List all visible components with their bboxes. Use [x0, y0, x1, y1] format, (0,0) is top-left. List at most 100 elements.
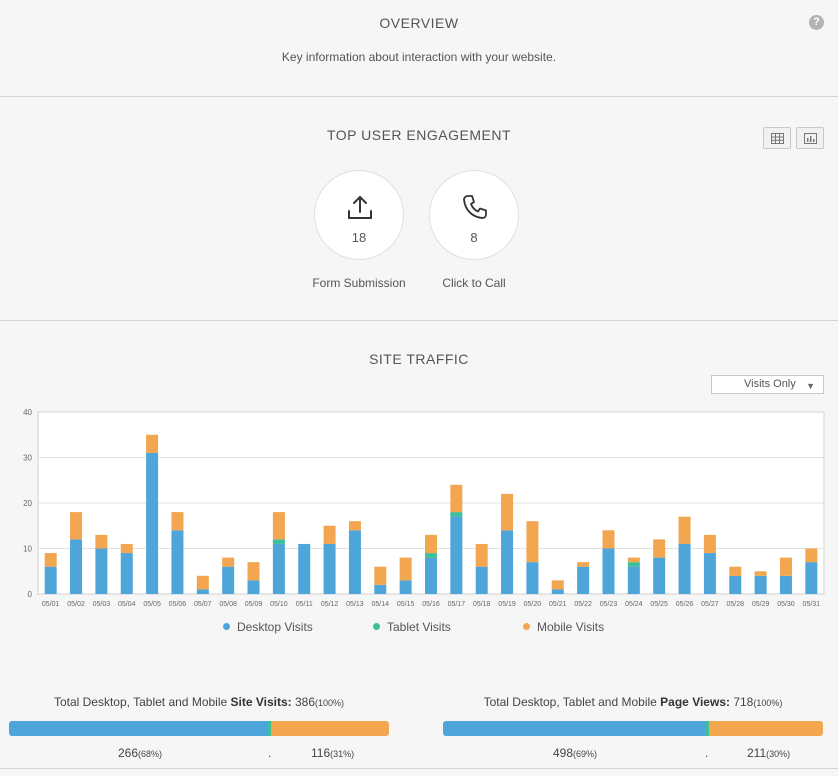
site-visits-mobile-pct: (31%): [330, 749, 355, 759]
x-tick-label: 05/24: [625, 601, 643, 608]
x-tick-label: 05/01: [42, 601, 60, 608]
x-tick-label: 05/13: [346, 601, 364, 608]
page-views-tablet-segment[interactable]: [705, 721, 709, 736]
bar-mobile: [729, 566, 742, 576]
help-icon[interactable]: ?: [809, 15, 824, 30]
form-submission-card[interactable]: 18: [314, 170, 404, 260]
bar-mobile: [450, 484, 463, 513]
bar-desktop: [703, 553, 716, 594]
site-visits-mobile-segment[interactable]: [271, 721, 389, 736]
page-views-desktop-segment[interactable]: [443, 721, 706, 736]
page-views-desktop-pct: (69%): [573, 749, 598, 759]
visits-select[interactable]: Visits Only ▼: [711, 375, 824, 394]
x-tick-label: 05/22: [574, 601, 592, 608]
legend-desktop-label: Desktop Visits: [237, 620, 313, 634]
site-visits-value: 386: [291, 695, 316, 709]
bar-mobile: [805, 548, 818, 563]
overview-subtitle: Key information about interaction with y…: [281, 50, 557, 64]
engagement-title: TOP USER ENGAGEMENT: [326, 127, 511, 143]
site-visits-mobile-value: 116: [311, 746, 331, 760]
bar-desktop: [754, 575, 767, 594]
chart-view-button[interactable]: [796, 127, 824, 149]
site-visits-desktop-label: 266(68%): [118, 746, 162, 760]
bar-desktop: [450, 516, 463, 594]
x-tick-label: 05/19: [498, 601, 516, 608]
x-tick-label: 05/28: [726, 601, 744, 608]
page-views-tablet-label: .: [705, 746, 709, 760]
page-views-mobile-pct: (30%): [766, 749, 791, 759]
page-views-mobile-segment[interactable]: [708, 721, 823, 736]
x-tick-label: 05/12: [321, 601, 339, 608]
x-tick-label: 05/30: [777, 601, 795, 608]
x-tick-label: 05/04: [118, 601, 136, 608]
form-submission-count: 18: [351, 230, 367, 245]
legend-dot-mobile: [523, 623, 530, 630]
x-tick-label: 05/06: [169, 601, 187, 608]
section-divider: [0, 320, 838, 321]
page-views-pct: (100%): [753, 698, 783, 708]
x-tick-label: 05/25: [650, 601, 668, 608]
page-views-bar: [443, 721, 823, 736]
phone-icon: [463, 195, 487, 219]
site-visits-desktop-segment[interactable]: [9, 721, 268, 736]
click-to-call-count: 8: [470, 230, 478, 245]
traffic-title: SITE TRAFFIC: [369, 351, 469, 367]
bar-desktop: [501, 530, 514, 594]
bar-mobile: [653, 539, 666, 558]
bar-mobile: [779, 557, 792, 576]
site-visits-bar: [9, 721, 389, 736]
click-to-call-card[interactable]: 8: [429, 170, 519, 260]
site-visits-desktop-pct: (68%): [138, 749, 163, 759]
table-view-icon: [771, 133, 784, 144]
page-views-mobile-value: 211: [747, 746, 767, 760]
page-views-total-title: Total Desktop, Tablet and Mobile Page Vi…: [443, 695, 823, 709]
upload-icon: [348, 196, 372, 219]
click-to-call-label: Click to Call: [442, 276, 506, 290]
page-views-mobile-label: 211(30%): [747, 746, 790, 760]
bar-desktop: [653, 557, 666, 594]
site-visits-total-title: Total Desktop, Tablet and Mobile Site Vi…: [9, 695, 389, 709]
page-views-bold-label: Page Views:: [660, 695, 730, 709]
bar-tablet: [425, 553, 437, 558]
bar-desktop: [348, 530, 361, 594]
x-tick-label: 05/03: [93, 601, 111, 608]
bar-desktop: [805, 562, 818, 594]
bar-mobile: [120, 543, 133, 554]
x-tick-label: 05/29: [752, 601, 770, 608]
page-views-desktop-label: 498(69%): [553, 746, 597, 760]
bar-desktop: [272, 543, 285, 594]
bar-mobile: [196, 575, 209, 590]
y-tick-label: 20: [23, 499, 32, 508]
bar-desktop: [323, 543, 336, 594]
legend-desktop[interactable]: Desktop Visits: [223, 620, 313, 634]
bar-desktop: [425, 557, 437, 594]
bar-desktop: [70, 539, 83, 594]
bar-mobile: [348, 521, 361, 531]
bar-desktop: [95, 548, 108, 594]
table-view-button[interactable]: [763, 127, 791, 149]
x-tick-label: 05/16: [422, 601, 440, 608]
bar-desktop: [44, 566, 57, 594]
bar-desktop: [171, 530, 184, 594]
bar-mobile: [374, 566, 387, 585]
overview-title: OVERVIEW: [379, 15, 459, 31]
bar-mobile: [95, 534, 108, 549]
x-tick-label: 05/08: [219, 601, 237, 608]
legend-mobile-label: Mobile Visits: [537, 620, 605, 634]
form-submission-label: Form Submission: [312, 276, 406, 290]
bar-mobile: [171, 512, 184, 531]
x-tick-label: 05/09: [245, 601, 263, 608]
legend-tablet[interactable]: Tablet Visits: [373, 620, 451, 634]
bar-desktop: [298, 543, 311, 594]
bar-mobile: [146, 434, 159, 453]
site-visits-tablet-segment[interactable]: [267, 721, 272, 736]
bar-mobile: [627, 557, 640, 563]
y-tick-label: 0: [28, 590, 33, 599]
legend-mobile[interactable]: Mobile Visits: [523, 620, 604, 634]
x-tick-label: 05/15: [397, 601, 415, 608]
bar-desktop: [222, 566, 235, 594]
x-tick-label: 05/23: [600, 601, 618, 608]
bar-tablet: [627, 562, 640, 567]
x-tick-label: 05/21: [549, 601, 567, 608]
legend-tablet-label: Tablet Visits: [387, 620, 451, 634]
